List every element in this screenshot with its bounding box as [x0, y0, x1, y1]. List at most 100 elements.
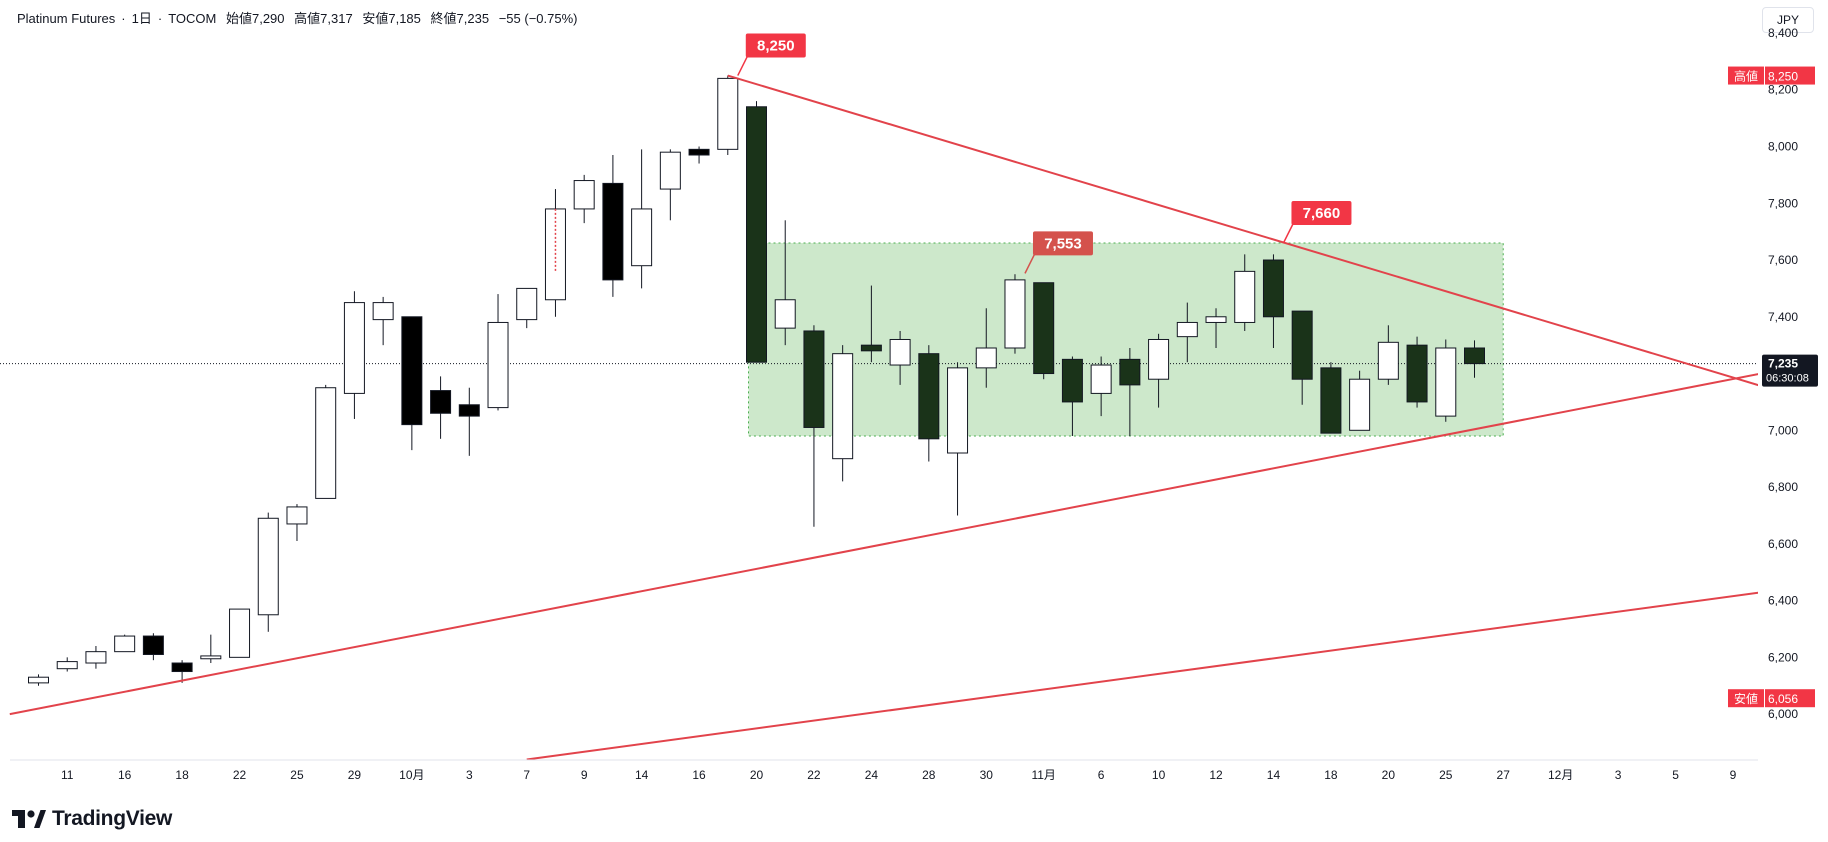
candle[interactable]: [1176, 302, 1198, 363]
range-box[interactable]: [748, 242, 1504, 437]
candle[interactable]: [889, 330, 911, 385]
candle-body-bear: [458, 404, 480, 417]
price-callout[interactable]: 8,250: [737, 33, 806, 76]
candle[interactable]: [717, 75, 739, 156]
candle[interactable]: [746, 101, 767, 363]
candle-body-bull: [889, 338, 911, 366]
candle[interactable]: [1033, 282, 1055, 380]
candle[interactable]: [1291, 310, 1313, 405]
symbol-name[interactable]: Platinum Futures: [17, 11, 116, 26]
candle[interactable]: [832, 345, 854, 482]
candle[interactable]: [343, 291, 365, 419]
candle-body-bear: [1320, 367, 1342, 434]
candle[interactable]: [85, 645, 107, 669]
bar-countdown: 06:30:08: [1766, 373, 1809, 385]
candle[interactable]: [28, 674, 49, 686]
candle[interactable]: [573, 174, 595, 224]
candle[interactable]: [315, 384, 337, 499]
high-marker: 高値 8,250: [1728, 66, 1815, 85]
candle-body-bull: [832, 353, 854, 460]
candle-body-bear: [142, 635, 164, 656]
candle[interactable]: [1377, 325, 1399, 385]
candle[interactable]: [229, 608, 251, 658]
low-marker-label-bg: [1728, 689, 1764, 708]
candle-body-bull: [372, 302, 394, 321]
candle-body-bear: [1406, 344, 1428, 403]
candle[interactable]: [1234, 254, 1256, 331]
last-price-tag-bg: [1762, 354, 1818, 387]
candle[interactable]: [860, 285, 882, 363]
candle[interactable]: [1320, 362, 1342, 434]
candle[interactable]: [602, 155, 624, 297]
candle[interactable]: [1148, 333, 1170, 408]
x-tick-label: 3: [466, 768, 473, 782]
callout-pointer: [737, 55, 749, 76]
callout-box: [745, 33, 806, 58]
y-tick-label: 7,800: [1768, 196, 1798, 210]
candle[interactable]: [975, 308, 997, 388]
candle-body-bull: [114, 635, 136, 653]
candle[interactable]: [1435, 339, 1457, 422]
candle[interactable]: [142, 633, 164, 661]
x-axis[interactable]: 11 16 18 22 25 29 10月 3 7 9 14 16 20 22 24 28 30 11月 6 10 12…: [61, 768, 1737, 782]
candle[interactable]: [1090, 356, 1112, 417]
candle[interactable]: [430, 376, 452, 439]
candle[interactable]: [516, 287, 538, 329]
callout-pointer: [1024, 253, 1036, 274]
candle-body-bull: [28, 676, 49, 684]
candle[interactable]: [1004, 274, 1026, 354]
candle[interactable]: [918, 345, 940, 462]
candle[interactable]: [803, 325, 825, 527]
trendline[interactable]: [9, 365, 1805, 716]
candle[interactable]: [631, 149, 653, 289]
candle-body-bear: [602, 182, 624, 281]
candle[interactable]: [114, 634, 136, 653]
x-tick-label: 10月: [399, 768, 424, 782]
candle[interactable]: [1349, 370, 1371, 431]
candle-body-bear: [746, 106, 767, 363]
trendline[interactable]: [727, 74, 1805, 400]
candle-body-bull: [343, 302, 365, 394]
candle[interactable]: [372, 296, 394, 346]
candle[interactable]: [544, 189, 566, 317]
candle-body-bear: [860, 344, 882, 352]
x-tick-label: 25: [1439, 768, 1453, 782]
price-callout[interactable]: 7,553: [1024, 231, 1093, 274]
trendline[interactable]: [526, 586, 1805, 760]
price-callout[interactable]: 7,660: [1282, 200, 1352, 244]
candle[interactable]: [56, 657, 78, 672]
candle[interactable]: [1061, 356, 1083, 436]
candle[interactable]: [286, 504, 308, 541]
candle[interactable]: [171, 660, 193, 683]
currency-button[interactable]: JPY: [1762, 7, 1814, 33]
x-tick-label: 14: [1267, 768, 1281, 782]
candle[interactable]: [1119, 347, 1141, 436]
y-tick-label: 6,600: [1768, 537, 1798, 551]
candle-body-bull: [1176, 321, 1198, 338]
candle[interactable]: [947, 362, 969, 516]
candle[interactable]: [1406, 336, 1428, 408]
candle[interactable]: [401, 316, 423, 451]
candle[interactable]: [688, 146, 710, 164]
y-tick-label: 6,200: [1768, 650, 1798, 664]
price-chart[interactable]: 8,250 7,553 7,660 6,000 6,200 6,400 6,600 6,800…: [0, 0, 1828, 800]
candle[interactable]: [774, 220, 796, 346]
y-tick-label: 6,000: [1768, 707, 1798, 721]
x-tick-label: 12: [1209, 768, 1223, 782]
candle[interactable]: [200, 634, 222, 664]
candle[interactable]: [1262, 254, 1284, 348]
candle[interactable]: [458, 387, 480, 456]
x-tick-label: 11: [61, 768, 74, 782]
callout-box: [1291, 200, 1352, 225]
candle-body-bull: [947, 367, 969, 454]
high-label: 高値: [294, 11, 321, 26]
tradingview-logo[interactable]: TradingView: [12, 806, 172, 832]
candle[interactable]: [1205, 308, 1227, 348]
candle-body-bear: [803, 330, 825, 428]
candle[interactable]: [659, 149, 681, 221]
low-marker-value: 6,056: [1768, 692, 1798, 706]
candle[interactable]: [1464, 340, 1485, 378]
candle[interactable]: [257, 512, 279, 632]
y-tick-label: 8,000: [1768, 140, 1798, 154]
candle[interactable]: [487, 294, 509, 411]
